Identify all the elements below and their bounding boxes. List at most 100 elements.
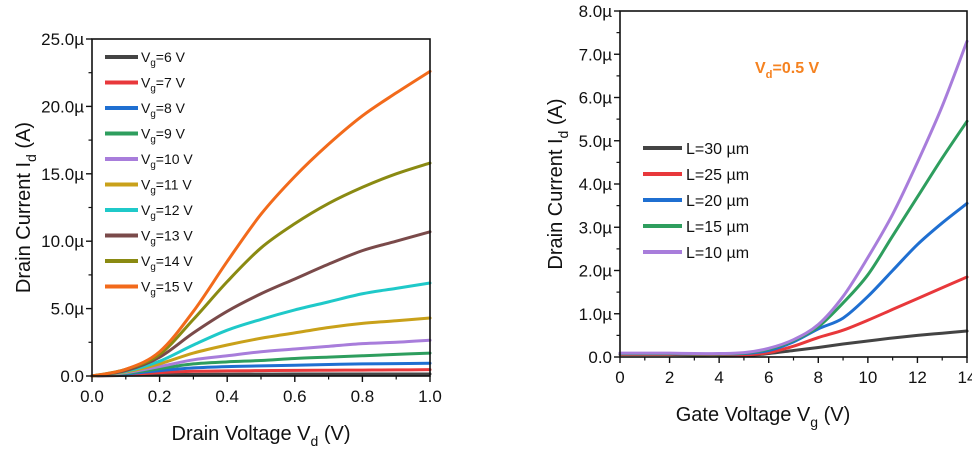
- legend-label: Vg=10 V: [141, 151, 193, 171]
- y-tick-label: 0.0: [588, 348, 612, 367]
- legend-label-rest: =6 V: [156, 49, 186, 65]
- legend-label: L=10 µm: [686, 245, 749, 262]
- legend-label-main: V: [141, 100, 151, 116]
- y-axis-label: Drain Current Id (A): [545, 98, 571, 269]
- legend-label-rest: =12 V: [156, 202, 194, 218]
- chart-1: 0.0 0.2 0.4 0.6 0.8 1.0 0.0 5.0µ 10.0µ 15.0µ 20.0µ…: [13, 30, 442, 449]
- y-axis-label-sub: d: [23, 154, 39, 162]
- legend-label-sub: g: [150, 211, 155, 222]
- legend-label-rest: =7 V: [156, 75, 186, 91]
- y-tick-label: 10.0µ: [41, 232, 84, 251]
- legend-label: Vg=9 V: [141, 126, 186, 146]
- series-line-4: [90, 351, 432, 378]
- series-line-7: [90, 281, 432, 378]
- y-axis-label-sub: d: [555, 131, 571, 139]
- legend-label: L=30 µm: [686, 141, 749, 158]
- y-tick-label: 4.0µ: [579, 175, 613, 194]
- legend-label-sub: g: [150, 160, 155, 171]
- legend-label-main: V: [141, 177, 151, 193]
- legend-label: L=20 µm: [686, 193, 749, 210]
- annotation-main: V: [755, 60, 766, 77]
- legend-label-sub: g: [150, 262, 155, 273]
- x-axis-label-main: Drain Voltage V: [172, 423, 312, 445]
- legend-label: Vg=12 V: [141, 202, 193, 222]
- legend-label: Vg=8 V: [141, 100, 186, 120]
- x-tick-label: 1.0: [418, 387, 442, 406]
- series-line-8: [90, 230, 432, 378]
- y-axis-label-main: Drain Current I: [13, 162, 35, 293]
- legend-label-rest: =14 V: [156, 253, 194, 269]
- y-tick-label: 8.0µ: [579, 2, 613, 21]
- legend-label-sub: g: [150, 288, 155, 299]
- legend-label: L=25 µm: [686, 167, 749, 184]
- x-axis-label-rest: (V): [318, 423, 350, 445]
- x-tick-label: 10: [858, 368, 877, 387]
- legend-label: Vg=7 V: [141, 75, 186, 95]
- annotation-rest: =0.5 V: [773, 60, 820, 77]
- x-axis-label-sub: g: [810, 414, 818, 430]
- x-tick-label: 12: [908, 368, 927, 387]
- x-tick-label: 14: [958, 368, 972, 387]
- y-tick-label: 20.0µ: [41, 97, 84, 116]
- x-tick-label: 2: [665, 368, 674, 387]
- legend-label: Vg=11 V: [141, 177, 192, 197]
- legend-label-main: V: [141, 228, 151, 244]
- x-tick-label: 8: [814, 368, 823, 387]
- chart-2: 0 2 4 6 8 10 12 14 0.0 1.0µ 2.0µ 3.0µ 4.0µ 5.0µ 6.0µ 7.…: [545, 2, 972, 430]
- series-line-4: [618, 119, 969, 356]
- y-tick-label: 3.0µ: [579, 218, 613, 237]
- x-axis-label: Gate Voltage Vg (V): [676, 404, 851, 430]
- x-axis-label-main: Gate Voltage V: [676, 404, 811, 426]
- legend-label: Vg=14 V: [141, 253, 193, 273]
- y-tick-label: 1.0µ: [579, 305, 613, 324]
- y-axis-label-rest: (A): [545, 98, 567, 130]
- x-tick-label: 0.6: [283, 387, 307, 406]
- legend-label-rest: =11 V: [156, 177, 193, 193]
- legend-label-rest: =10 V: [156, 151, 194, 167]
- legend-label-main: V: [141, 49, 151, 65]
- x-axis-label-rest: (V): [818, 404, 850, 426]
- legend-label-main: V: [141, 75, 151, 91]
- legend-label-sub: g: [150, 58, 155, 69]
- legend-label-sub: g: [150, 84, 155, 95]
- series-line-10: [90, 69, 432, 378]
- y-axis-label: Drain Current Id (A): [13, 122, 39, 293]
- legend-label-rest: =8 V: [156, 100, 186, 116]
- y-tick-label: 7.0µ: [579, 45, 613, 64]
- x-axis-label-sub: d: [310, 433, 318, 449]
- legend: Vg=6 VVg=7 VVg=8 VVg=9 VVg=10 VVg=11 VVg…: [105, 49, 193, 299]
- x-axis-label: Drain Voltage Vd (V): [172, 423, 351, 449]
- series-line-5: [618, 39, 969, 356]
- series-line-2: [90, 368, 432, 378]
- x-tick-label: 0.0: [80, 387, 104, 406]
- legend-label-main: V: [141, 151, 151, 167]
- legend-label-main: V: [141, 202, 151, 218]
- x-tick-label: 0.4: [215, 387, 239, 406]
- y-tick-label: 25.0µ: [41, 30, 84, 49]
- y-tick-label: 5.0µ: [51, 300, 85, 319]
- series-line-6: [90, 316, 432, 378]
- legend-label-main: V: [141, 279, 151, 295]
- legend-label-sub: g: [150, 109, 155, 120]
- series-line-5: [90, 338, 432, 378]
- annotation-sub: d: [766, 69, 773, 81]
- y-tick-label: 15.0µ: [41, 165, 84, 184]
- x-tick-label: 0.8: [351, 387, 375, 406]
- legend-label: L=15 µm: [686, 219, 749, 236]
- series-line-3: [90, 361, 432, 378]
- series-line-1: [90, 372, 432, 378]
- legend: L=30 µm L=25 µm L=20 µm L=15 µm L=10 µm: [643, 141, 749, 262]
- legend-label: Vg=6 V: [141, 49, 186, 69]
- legend-label: Vg=13 V: [141, 228, 193, 248]
- legend-label-sub: g: [150, 186, 155, 197]
- y-axis-label-main: Drain Current I: [545, 138, 567, 269]
- legend-label-main: V: [141, 126, 151, 142]
- y-tick-label: 0.0: [60, 367, 84, 386]
- legend-label-sub: g: [150, 135, 155, 146]
- x-tick-label: 0.2: [148, 387, 172, 406]
- x-tick-label: 6: [764, 368, 773, 387]
- annotation: Vd=0.5 V: [755, 60, 820, 81]
- x-tick-label: 4: [714, 368, 723, 387]
- legend-label-rest: =15 V: [156, 279, 194, 295]
